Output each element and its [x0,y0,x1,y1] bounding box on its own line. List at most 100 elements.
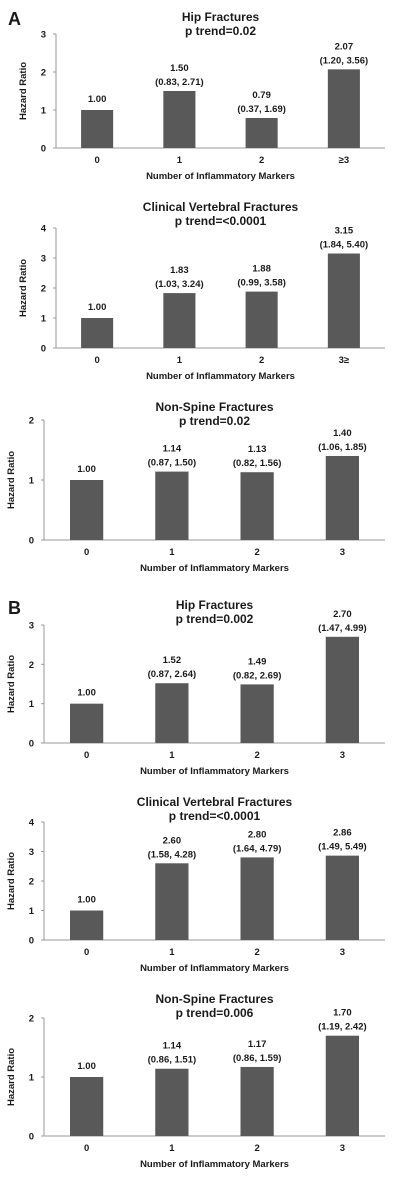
x-tick-label: 2 [259,155,264,166]
data-label: 1.14 [163,1041,182,1052]
y-tick-label: 1 [29,699,35,710]
x-tick-label: 1 [169,750,175,761]
ci-label: (1.19, 2.42) [318,1022,367,1033]
chart-title: Hip Fractures [176,598,254,612]
x-tick-label: 2 [254,547,259,558]
x-axis-label: Number of Inflammatory Markers [146,371,295,382]
y-axis-label: Hazard Ratio [6,655,17,713]
x-tick-label: 2 [254,1143,259,1154]
data-label: 1.83 [170,265,189,276]
ci-label: (1.20, 3.56) [320,55,369,66]
ci-label: (1.84, 5.40) [320,240,369,251]
bar [325,1035,359,1136]
bar [155,863,189,940]
x-tick-label: 1 [169,1143,175,1154]
x-tick-label: 0 [84,947,89,958]
x-tick-label: 2 [259,355,264,366]
panel-letter-b: B [8,598,21,618]
data-label: 3.15 [335,226,354,237]
chart-title: Clinical Vertebral Fractures [137,795,293,809]
bar [325,855,359,940]
y-tick-label: 3 [41,30,46,41]
data-label: 1.00 [77,688,96,699]
bar [325,636,359,743]
bar [327,253,360,348]
x-axis-label: Number of Inflammatory Markers [140,766,289,777]
bar [163,91,196,148]
data-label: 2.80 [248,829,267,840]
x-axis-label: Number of Inflammatory Markers [140,963,289,974]
data-label: 2.70 [333,609,352,620]
chart-title: Clinical Vertebral Fractures [143,200,299,214]
charts-group: Hip Fractures p trend=0.02 0 1 2 3 Hazard Rati… [6,10,385,1170]
y-tick-label: 2 [29,416,34,427]
x-axis-label: Number of Inflammatory Markers [140,1159,289,1170]
x-tick-label: 3 [340,1143,345,1154]
chart-title: Non-Spine Fractures [155,400,273,414]
y-tick-label: 3 [29,847,34,858]
x-tick-label: 1 [169,547,175,558]
y-tick-label: 3 [29,621,34,632]
bar [240,1066,274,1136]
y-tick-label: 1 [41,314,47,325]
ci-label: (0.82, 1.56) [233,458,282,469]
chart-subtitle: p trend=0.02 [185,24,256,38]
x-tick-label: 3 [340,947,345,958]
y-tick-label: 1 [41,106,47,117]
panel-letter-a: A [8,9,21,29]
ci-label: (0.37, 1.69) [237,104,286,115]
bar [240,684,274,743]
data-label: 0.79 [252,90,271,101]
y-axis-label: Hazard Ratio [18,62,29,120]
x-tick-label: 3≥ [339,355,350,366]
data-label: 1.50 [170,63,189,74]
ci-label: (1.06, 1.85) [318,442,367,453]
ci-label: (0.83, 2.71) [155,77,204,88]
bar [327,69,360,148]
bar [155,683,189,743]
ci-label: (0.99, 3.58) [237,278,286,289]
data-label: 2.07 [335,41,354,52]
chart-subtitle: p trend=0.002 [176,612,254,626]
bar [155,471,189,540]
data-label: 1.70 [333,1008,352,1019]
bar [70,480,104,540]
data-label: 1.17 [248,1039,267,1050]
x-tick-label: 0 [94,155,99,166]
ci-label: (1.58, 4.28) [148,849,197,860]
bar [81,318,114,348]
chart-subtitle: p trend=0.006 [176,1006,254,1020]
chart-subtitle: p trend=<0.0001 [175,214,267,228]
x-tick-label: 2 [254,947,259,958]
bar [70,703,104,743]
data-label: 1.00 [88,302,107,313]
chart-title: Non-Spine Fractures [155,992,273,1006]
x-tick-label: 1 [177,155,183,166]
bar [70,1077,104,1136]
data-label: 2.60 [163,835,182,846]
chart-subtitle: p trend=0.02 [179,414,250,428]
y-tick-label: 1 [29,476,35,487]
data-label: 2.86 [333,828,352,839]
data-label: 1.00 [77,895,96,906]
x-tick-label: 3 [340,547,345,558]
bar [240,857,274,940]
bar [155,1068,189,1136]
y-tick-label: 4 [41,224,47,235]
x-tick-label: 3 [340,750,345,761]
y-tick-label: 0 [41,144,46,155]
data-label: 1.00 [77,464,96,475]
y-axis-label: Hazard Ratio [6,451,17,509]
x-tick-label: 0 [84,1143,89,1154]
ci-label: (1.64, 4.79) [233,843,282,854]
ci-label: (0.86, 1.51) [148,1055,197,1066]
ci-label: (0.82, 2.69) [233,670,282,681]
ci-label: (0.87, 1.50) [148,458,197,469]
data-label: 1.00 [77,1061,96,1072]
bar [240,472,274,540]
